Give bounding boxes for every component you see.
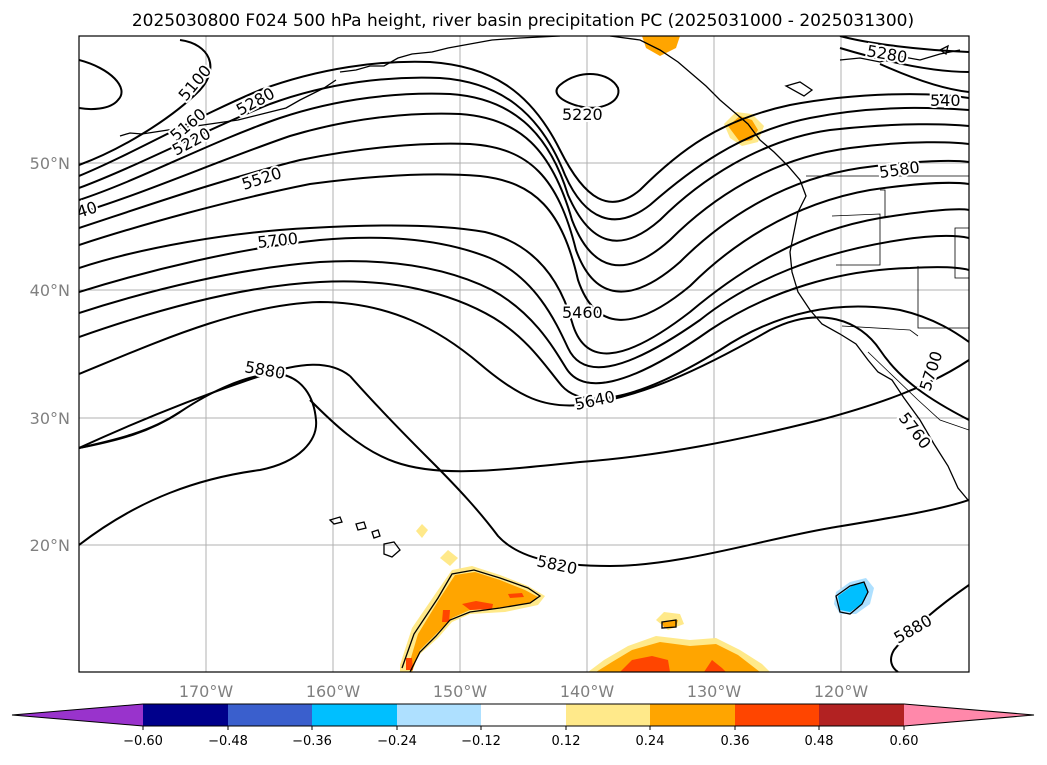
colorbar-tick-label: 0.60	[890, 734, 919, 749]
precip-area-alaska	[642, 36, 680, 56]
colorbar-tick-label: −0.24	[377, 734, 417, 749]
colorbar-tick-label: −0.60	[123, 734, 163, 749]
colorbar-segment	[566, 704, 650, 726]
colorbar-tick-label: 0.48	[805, 734, 834, 749]
precip-shading	[400, 36, 874, 672]
colorbar-extend-high	[904, 704, 1034, 726]
precip-area-bottom-core	[620, 656, 670, 672]
lat-tick-label: 40°N	[30, 281, 70, 300]
colorbar-tick-label: −0.48	[208, 734, 248, 749]
lat-tick-labels: 50°N 40°N 30°N 20°N	[30, 154, 70, 555]
colorbar-tick-label: −0.12	[461, 734, 501, 749]
colorbar-segment	[650, 704, 735, 726]
lat-tick-label: 30°N	[30, 409, 70, 428]
colorbar-segment	[819, 704, 904, 726]
colorbar-tick-label: 0.12	[552, 734, 581, 749]
precip-area-south-hawaii-core4	[442, 610, 450, 622]
colorbar-segment	[735, 704, 819, 726]
precip-area-south-hawaii	[408, 572, 538, 672]
lon-tick-label: 120°W	[814, 682, 869, 701]
precip-area-south-hawaii-core3	[406, 658, 413, 670]
colorbar-segment	[481, 704, 566, 726]
colorbar-tick-label: −0.36	[292, 734, 332, 749]
contour-label: 540	[930, 91, 961, 110]
precip-area-small-2	[440, 550, 458, 566]
coastlines	[119, 36, 969, 672]
contour-label: 5460	[562, 303, 603, 322]
colorbar-tick-label: 0.24	[636, 734, 665, 749]
map-title: 2025030800 F024 500 hPa height, river ba…	[132, 11, 914, 31]
lat-tick-label: 20°N	[30, 536, 70, 555]
lon-tick-labels: 170°W 160°W 150°W 140°W 130°W 120°W	[179, 682, 869, 701]
colorbar-extend-low	[12, 704, 143, 726]
map-panel	[79, 36, 969, 672]
colorbar-segment	[312, 704, 397, 726]
height-contours	[79, 36, 969, 672]
map-frame	[78, 35, 970, 673]
precip-area-south-hawaii-core	[462, 601, 493, 610]
colorbar: −0.60 −0.48 −0.36 −0.24 −0.12 0.12 0.24 0.36 0.4…	[11, 703, 1035, 749]
lon-tick-label: 160°W	[306, 682, 361, 701]
precip-area-south-hawaii-core2	[508, 593, 524, 598]
lon-tick-label: 130°W	[687, 682, 742, 701]
colorbar-segment	[397, 704, 481, 726]
lon-tick-label: 170°W	[179, 682, 234, 701]
lon-tick-label: 150°W	[433, 682, 488, 701]
contour-label: 5220	[562, 105, 603, 124]
political-borders	[806, 175, 969, 431]
colorbar-segment	[143, 704, 228, 726]
lat-tick-label: 50°N	[30, 154, 70, 173]
precip-area-small-1	[416, 524, 428, 538]
precip-area-bottom-core2	[704, 660, 726, 672]
colorbar-tick-label: 0.36	[721, 734, 750, 749]
colorbar-segment	[228, 704, 312, 726]
lon-tick-label: 140°W	[560, 682, 615, 701]
